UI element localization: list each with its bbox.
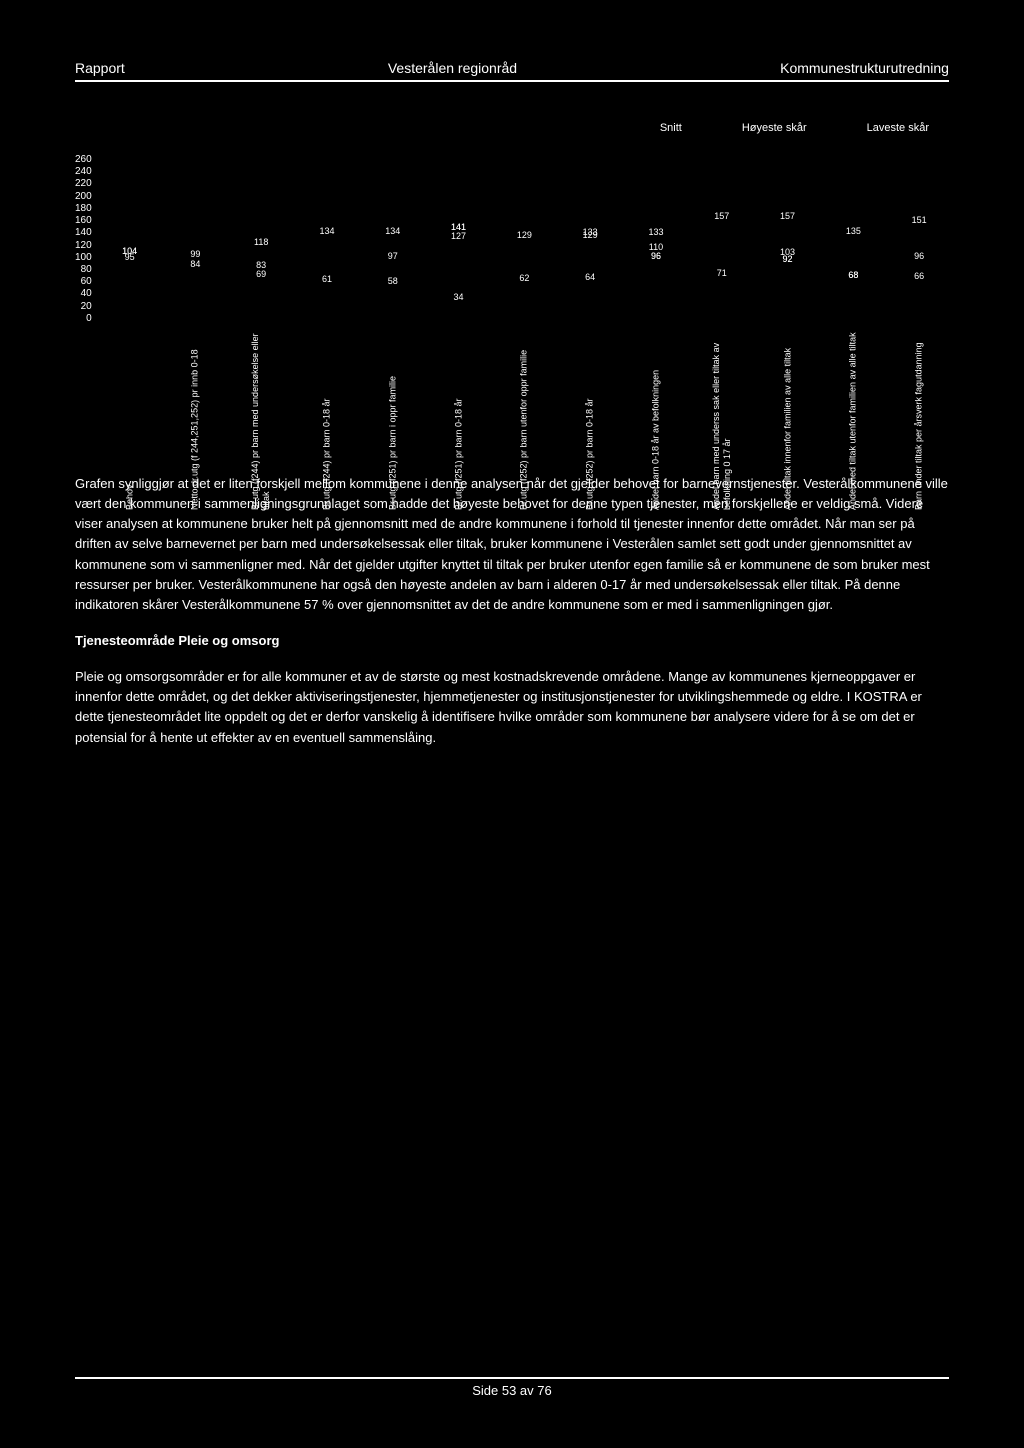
data-value: 141 (451, 222, 466, 232)
y-tick: 260 (75, 154, 92, 165)
x-axis-label: Br.utg.(f251) pr barn i oppr familie (363, 330, 423, 510)
header-center: Vesterålen regionråd (388, 60, 517, 76)
paragraph-2: Pleie og omsorgsområder er for alle komm… (75, 667, 949, 748)
y-tick: 40 (81, 288, 92, 299)
x-axis-label: Andel barn med underss sak eller tiltak … (692, 330, 752, 510)
chart-group: 1188369 (231, 154, 291, 324)
chart-group: 151 96 66 (889, 154, 949, 324)
chart-group: 157 71 (692, 154, 752, 324)
page-header: Rapport Vesterålen regionråd Kommunestru… (75, 60, 949, 82)
data-value: 64 (585, 272, 595, 282)
x-axis-label: Andel tiltak innenfor familien av alle t… (758, 330, 818, 510)
y-tick: 240 (75, 166, 92, 177)
x-axis-label: Br.utg (f252) pr barn utenfor oppr famil… (494, 330, 554, 510)
data-value: 71 (717, 268, 727, 278)
data-value: 134 (385, 226, 400, 236)
data-value: 66 (914, 271, 924, 281)
data-value: 99 (190, 249, 200, 259)
y-tick: 100 (75, 252, 92, 263)
chart-group: 10495104 (100, 154, 160, 324)
chart-group: 12913364 (560, 154, 620, 324)
legend-hoyeste: Høyeste skår (742, 122, 807, 134)
chart-legend: Snitt Høyeste skår Laveste skår (75, 122, 949, 134)
y-tick: 220 (75, 178, 92, 189)
chart-group: 9984 (165, 154, 225, 324)
chart-group: 1356868 (823, 154, 883, 324)
x-axis-label: Andel med tiltak utenfor familien av all… (823, 330, 883, 510)
y-tick: 60 (81, 276, 92, 287)
data-value: 97 (388, 251, 398, 261)
data-value: 118 (254, 237, 268, 247)
page-footer: Side 53 av 76 (75, 1377, 949, 1398)
y-tick: 0 (86, 313, 92, 324)
header-right: Kommunestrukturutredning (780, 60, 949, 76)
data-value: 133 (648, 227, 663, 237)
data-value: 135 (846, 226, 861, 236)
y-tick: 160 (75, 215, 92, 226)
y-tick: 200 (75, 191, 92, 202)
header-left: Rapport (75, 60, 125, 76)
data-value: 96 (651, 251, 661, 261)
y-tick: 180 (75, 203, 92, 214)
data-value: 61 (322, 274, 332, 284)
y-tick: 140 (75, 227, 92, 238)
y-axis: 260240220200180160140120100806040200 (75, 154, 100, 324)
chart-group: 1331109696 (626, 154, 686, 324)
x-axis-label: Br.utg.(f244) pr barn 0-18 år (297, 330, 357, 510)
x-axis-label: Behov (100, 330, 160, 510)
y-tick: 80 (81, 264, 92, 275)
chart-area: 1049510499841188369134611349758127141141… (100, 154, 949, 454)
body-text: Grafen synliggjør at det er liten forskj… (75, 474, 949, 748)
data-value: 68 (848, 270, 858, 280)
chart-group: 1571039292 (758, 154, 818, 324)
data-value: 84 (190, 259, 200, 269)
data-value: 157 (780, 211, 795, 221)
data-value: 34 (454, 292, 464, 302)
bar-chart: 260240220200180160140120100806040200 104… (75, 154, 949, 454)
data-value: 104 (122, 246, 137, 256)
x-axis-label: Barn under tiltak per årsverk fagutdanni… (889, 330, 949, 510)
x-axis-label: Andel barn 0-18 år av befolkningen (626, 330, 686, 510)
data-value: 58 (388, 276, 398, 286)
legend-snitt: Snitt (660, 122, 682, 134)
data-value: 62 (519, 273, 529, 283)
x-axis-label: Netto dr.utg (f 244,251,252) pr innb 0-1… (165, 330, 225, 510)
y-tick: 20 (81, 301, 92, 312)
chart-group: 129 62 (494, 154, 554, 324)
x-axis-label: Br.utg.(f251) pr barn 0-18 år (429, 330, 489, 510)
data-value: 127 (451, 231, 466, 241)
page-number: Side 53 av 76 (472, 1383, 552, 1398)
chart-group: 134 97 58 (363, 154, 423, 324)
data-value: 151 (912, 215, 927, 225)
data-value: 92 (783, 254, 793, 264)
y-tick: 120 (75, 240, 92, 251)
chart-group: 134 61 (297, 154, 357, 324)
chart-group: 12714114134 (429, 154, 489, 324)
data-value: 133 (583, 227, 598, 237)
legend-laveste: Laveste skår (867, 122, 929, 134)
data-value: 96 (914, 251, 924, 261)
x-axis-label: Br.utg.(f244) pr barn med undersøkelse e… (231, 330, 291, 510)
data-value: 69 (256, 269, 266, 279)
data-value: 157 (714, 211, 729, 221)
data-value: 129 (517, 230, 532, 240)
x-axis-label: Br.utg.(f252) pr barn 0-18 år (560, 330, 620, 510)
data-value: 134 (319, 226, 334, 236)
subheading: Tjenesteområde Pleie og omsorg (75, 631, 949, 651)
